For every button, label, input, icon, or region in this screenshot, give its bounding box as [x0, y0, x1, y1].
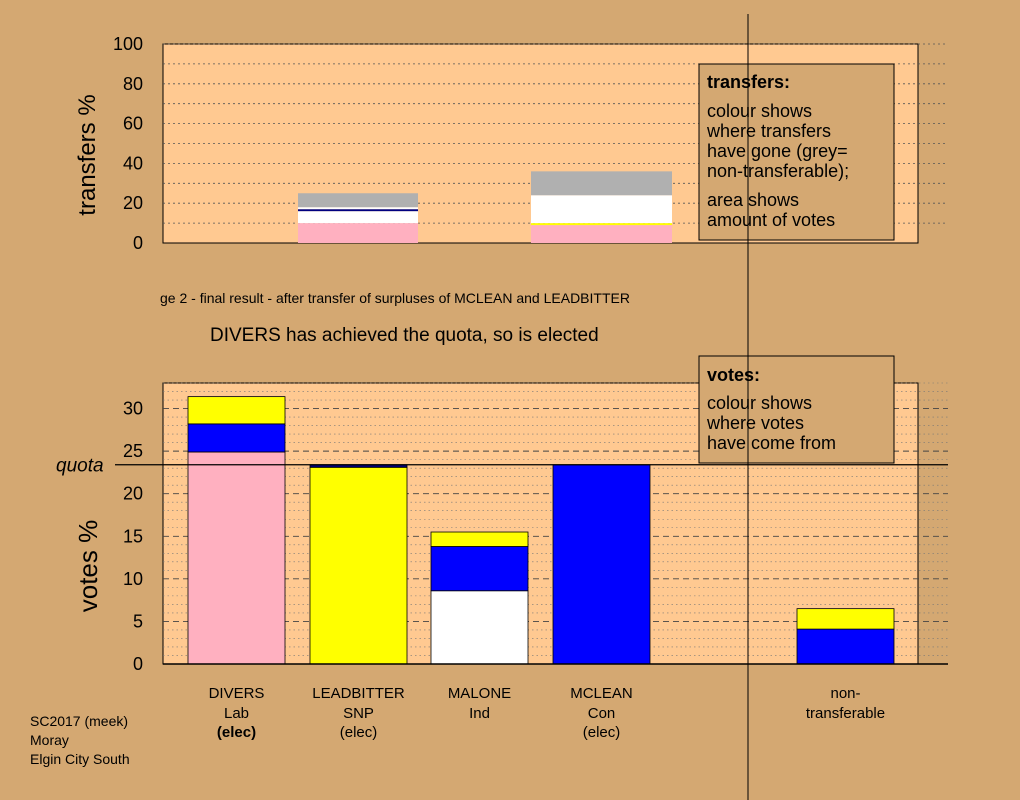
footer-council: Moray [30, 732, 69, 748]
transfers-bar-segment [531, 223, 672, 226]
transfers-bar-segment [298, 193, 418, 208]
footer-election: SC2017 (meek) [30, 713, 129, 729]
transfers-y-tick-label: 60 [123, 114, 143, 134]
transfers-y-tick-label: 40 [123, 153, 143, 173]
transfers-bar-segment [298, 211, 418, 224]
votes-bar-segment [187, 396, 286, 425]
votes-bar-segment [552, 464, 651, 665]
transfers-y-axis-label: transfers % [74, 94, 101, 215]
category-party-label: Ind [469, 705, 490, 722]
transfers-bar-segment [298, 207, 418, 210]
votes-bar-segment [430, 590, 529, 665]
votes-bar-segment [796, 608, 895, 630]
footer-ward: Elgin City South [30, 751, 130, 767]
transfers-bar-segment [531, 195, 672, 224]
transfers-y-tick-label: 80 [123, 74, 143, 94]
votes-y-tick-label: 10 [123, 569, 143, 589]
category-status-label: (elec) [217, 724, 256, 741]
transfers-y-tick-label: 100 [113, 34, 143, 54]
transfers-legend-line: colour shows [707, 101, 812, 121]
footer: SC2017 (meek) Moray Elgin City South [30, 712, 130, 769]
transfers-legend-line: have gone (grey= [707, 141, 848, 161]
votes-y-tick-label: 20 [123, 484, 143, 504]
votes-y-tick-label: 30 [123, 399, 143, 419]
transfers-y-tick-label: 20 [123, 193, 143, 213]
votes-y-tick-label: 25 [123, 441, 143, 461]
transfers-bar-segment [298, 209, 418, 212]
category-status-label: (elec) [583, 724, 621, 741]
transfers-legend-box [698, 63, 895, 241]
votes-bar-segment [430, 531, 529, 547]
transfers-legend-line: amount of votes [707, 210, 835, 230]
votes-y-tick-label: 15 [123, 526, 143, 546]
votes-legend-line: colour shows [707, 393, 812, 413]
votes-bar-segment [309, 466, 408, 665]
votes-bar-segment [430, 546, 529, 592]
category-party-label: Lab [224, 705, 249, 722]
category-party-label: transferable [806, 705, 885, 722]
category-label: DIVERS [209, 685, 265, 702]
votes-bar-segment [187, 423, 286, 453]
status-text: DIVERS has achieved the quota, so is ele… [210, 325, 599, 346]
category-status-label: (elec) [340, 724, 378, 741]
votes-y-tick-label: 0 [133, 654, 143, 674]
transfers-bar-segment [531, 225, 672, 243]
votes-bar-segment [796, 628, 895, 665]
category-party-label: Con [588, 705, 616, 722]
category-label: non- [830, 685, 860, 702]
category-label: LEADBITTER [312, 685, 405, 702]
quota-label: quota [56, 456, 104, 477]
category-label: MALONE [448, 685, 511, 702]
votes-legend-line: have come from [707, 433, 836, 453]
transfers-bar-segment [298, 223, 418, 243]
votes-legend-title: votes: [707, 365, 760, 385]
votes-y-tick-label: 5 [133, 611, 143, 631]
transfers-legend-line: where transfers [706, 121, 831, 141]
transfers-legend-title: transfers: [707, 72, 790, 92]
category-party-label: SNP [343, 705, 374, 722]
transfers-bar-segment [531, 171, 672, 196]
category-label: MCLEAN [570, 685, 633, 702]
stage-caption: ge 2 - final result - after transfer of … [160, 290, 630, 306]
votes-y-axis-label: votes % [73, 520, 103, 613]
transfers-legend-line: non-transferable); [707, 161, 849, 181]
votes-legend-line: where votes [706, 413, 804, 433]
transfers-y-tick-label: 0 [133, 233, 143, 253]
votes-legend-box [698, 355, 895, 464]
transfers-legend-line: area shows [707, 190, 799, 210]
votes-bar-segment [187, 451, 286, 665]
